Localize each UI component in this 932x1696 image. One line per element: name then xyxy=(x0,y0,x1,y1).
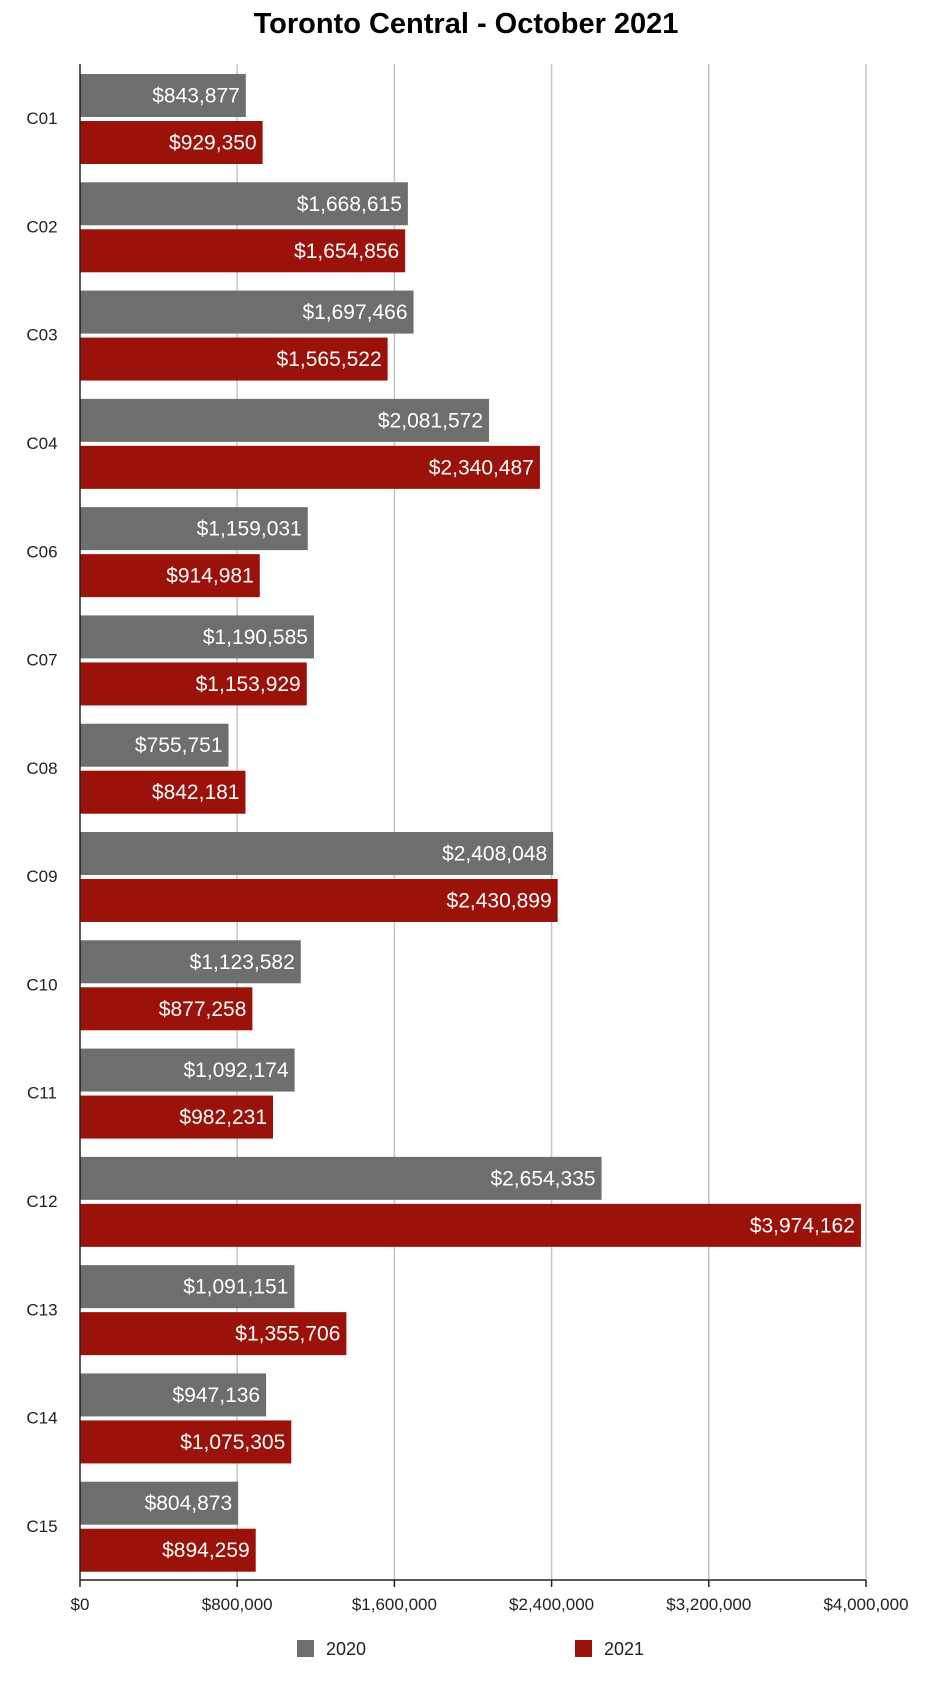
category-label: C13 xyxy=(26,1300,57,1319)
category-label: C07 xyxy=(26,651,57,670)
bar-2020 xyxy=(80,74,246,117)
legend-label: 2020 xyxy=(326,1639,366,1659)
bar-2021 xyxy=(80,770,246,814)
legend-swatch-2020 xyxy=(297,1640,314,1657)
bar-2020 xyxy=(80,1265,295,1309)
bar-2021 xyxy=(80,121,263,164)
data-label: $2,081,572 xyxy=(378,409,483,432)
data-label: $877,258 xyxy=(159,998,247,1021)
data-label: $1,092,174 xyxy=(184,1059,289,1082)
legend-label: 2021 xyxy=(604,1639,644,1659)
category-label: C10 xyxy=(26,975,57,994)
category-label: C11 xyxy=(27,1084,57,1103)
data-label: $914,981 xyxy=(166,565,254,588)
data-label: $1,153,929 xyxy=(196,673,301,696)
bar-2021 xyxy=(80,1420,292,1464)
data-label: $2,430,899 xyxy=(447,890,552,913)
data-label: $755,751 xyxy=(135,734,223,757)
bar-2021 xyxy=(80,229,406,273)
data-label: $894,259 xyxy=(162,1539,250,1562)
category-label: C04 xyxy=(26,434,57,453)
data-label: $842,181 xyxy=(152,781,240,804)
bar-2021 xyxy=(80,879,558,922)
category-label: C02 xyxy=(26,217,57,236)
data-label: $1,123,582 xyxy=(190,951,295,974)
bar-2020 xyxy=(80,723,229,767)
bar-2021 xyxy=(80,1095,274,1139)
bar-2020 xyxy=(80,1048,295,1092)
data-label: $2,340,487 xyxy=(429,456,534,479)
bar-2021 xyxy=(80,1528,256,1572)
x-tick-label: $2,400,000 xyxy=(509,1595,594,1614)
data-label: $804,873 xyxy=(145,1492,233,1515)
data-label: $1,075,305 xyxy=(180,1431,285,1454)
bar-2020 xyxy=(80,290,414,334)
x-tick-label: $800,000 xyxy=(202,1595,273,1614)
category-label: C03 xyxy=(26,326,57,345)
category-label: C01 xyxy=(26,109,57,128)
bar-2020 xyxy=(80,182,408,226)
bar-2020 xyxy=(80,615,314,659)
bar-2021 xyxy=(80,337,388,381)
data-label: $843,877 xyxy=(152,85,240,108)
data-label: $2,654,335 xyxy=(490,1167,595,1190)
bar-2020 xyxy=(80,940,301,984)
data-label: $1,091,151 xyxy=(183,1276,288,1299)
data-label: $929,350 xyxy=(169,132,257,155)
data-label: $3,974,162 xyxy=(750,1214,855,1237)
data-label: $1,565,522 xyxy=(277,348,382,371)
category-label: C12 xyxy=(26,1192,57,1211)
bar-2020 xyxy=(80,1373,267,1417)
category-label: C15 xyxy=(26,1517,57,1536)
data-label: $947,136 xyxy=(173,1384,261,1407)
legend-swatch-2021 xyxy=(575,1640,592,1657)
bar-2021 xyxy=(80,1203,861,1247)
data-label: $1,355,706 xyxy=(235,1323,340,1346)
bar-2020 xyxy=(80,398,490,442)
data-label: $1,159,031 xyxy=(197,518,302,541)
data-label: $1,697,466 xyxy=(302,301,407,324)
category-label: C09 xyxy=(26,867,57,886)
data-label: $2,408,048 xyxy=(442,843,547,866)
bar-2021 xyxy=(80,445,540,489)
data-label: $982,231 xyxy=(179,1106,267,1129)
category-label: C14 xyxy=(26,1409,57,1428)
bar-2020 xyxy=(80,1481,239,1525)
bar-2021 xyxy=(80,662,307,706)
category-label: C06 xyxy=(26,542,57,561)
chart-title: Toronto Central - October 2021 xyxy=(253,8,679,40)
x-tick-label: $3,200,000 xyxy=(666,1595,751,1614)
x-tick-label: $1,600,000 xyxy=(352,1595,437,1614)
x-tick-label: $0 xyxy=(71,1595,90,1614)
data-label: $1,668,615 xyxy=(297,193,402,216)
data-label: $1,654,856 xyxy=(294,240,399,263)
bar-2020 xyxy=(80,832,554,875)
bar-2020 xyxy=(80,1156,602,1200)
bar-2021 xyxy=(80,554,260,598)
x-tick-label: $4,000,000 xyxy=(823,1595,908,1614)
data-label: $1,190,585 xyxy=(203,626,308,649)
bar-2021 xyxy=(80,1312,347,1356)
bar-2021 xyxy=(80,987,253,1031)
bar-2020 xyxy=(80,507,308,551)
category-label: C08 xyxy=(26,759,57,778)
